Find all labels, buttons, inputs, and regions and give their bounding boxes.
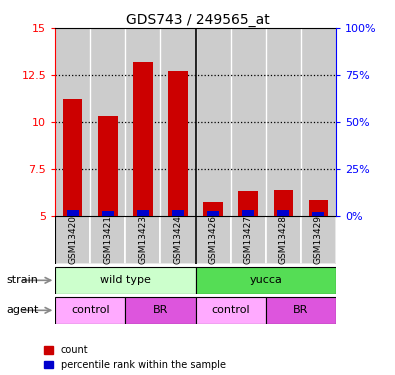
Bar	[273, 190, 293, 216]
Bar	[231, 216, 265, 264]
Bar	[160, 28, 196, 216]
Bar	[265, 297, 336, 324]
Bar	[98, 116, 118, 216]
Text: wild type: wild type	[100, 275, 151, 285]
Bar	[196, 28, 231, 216]
Bar	[133, 62, 152, 216]
Bar	[55, 216, 90, 264]
Bar	[277, 210, 290, 216]
Text: GSM13428: GSM13428	[278, 215, 288, 264]
Text: control: control	[211, 305, 250, 315]
Text: BR: BR	[293, 305, 308, 315]
Text: GSM13429: GSM13429	[314, 215, 323, 264]
Text: BR: BR	[153, 305, 168, 315]
Bar	[196, 267, 336, 294]
Text: agent: agent	[6, 305, 38, 315]
Bar	[172, 210, 184, 216]
Bar	[312, 211, 324, 216]
Bar	[265, 216, 301, 264]
Bar	[203, 202, 223, 216]
Text: GSM13426: GSM13426	[209, 215, 218, 264]
Bar	[126, 297, 196, 324]
Text: GSM13424: GSM13424	[173, 215, 182, 264]
Bar	[90, 28, 126, 216]
Legend: count, percentile rank within the sample: count, percentile rank within the sample	[44, 345, 226, 370]
Text: yucca: yucca	[249, 275, 282, 285]
Bar	[126, 216, 160, 264]
Bar	[126, 28, 160, 216]
Bar	[265, 28, 301, 216]
Bar	[242, 210, 254, 216]
Bar	[301, 28, 336, 216]
Text: control: control	[71, 305, 110, 315]
Text: GSM13427: GSM13427	[244, 215, 253, 264]
Text: GSM13420: GSM13420	[68, 215, 77, 264]
Text: GDS743 / 249565_at: GDS743 / 249565_at	[126, 13, 269, 27]
Bar	[239, 191, 258, 216]
Bar	[301, 216, 336, 264]
Bar	[67, 210, 79, 216]
Bar	[168, 71, 188, 216]
Bar	[55, 267, 196, 294]
Text: GSM13421: GSM13421	[103, 215, 113, 264]
Bar	[90, 216, 126, 264]
Bar	[102, 211, 114, 216]
Bar	[196, 216, 231, 264]
Bar	[137, 210, 149, 216]
Bar	[63, 99, 83, 216]
Bar	[308, 200, 328, 216]
Text: strain: strain	[6, 275, 38, 285]
Bar	[231, 28, 265, 216]
Bar	[55, 297, 126, 324]
Bar	[160, 216, 196, 264]
Text: GSM13423: GSM13423	[138, 215, 147, 264]
Bar	[207, 211, 219, 216]
Bar	[196, 297, 265, 324]
Bar	[55, 28, 90, 216]
